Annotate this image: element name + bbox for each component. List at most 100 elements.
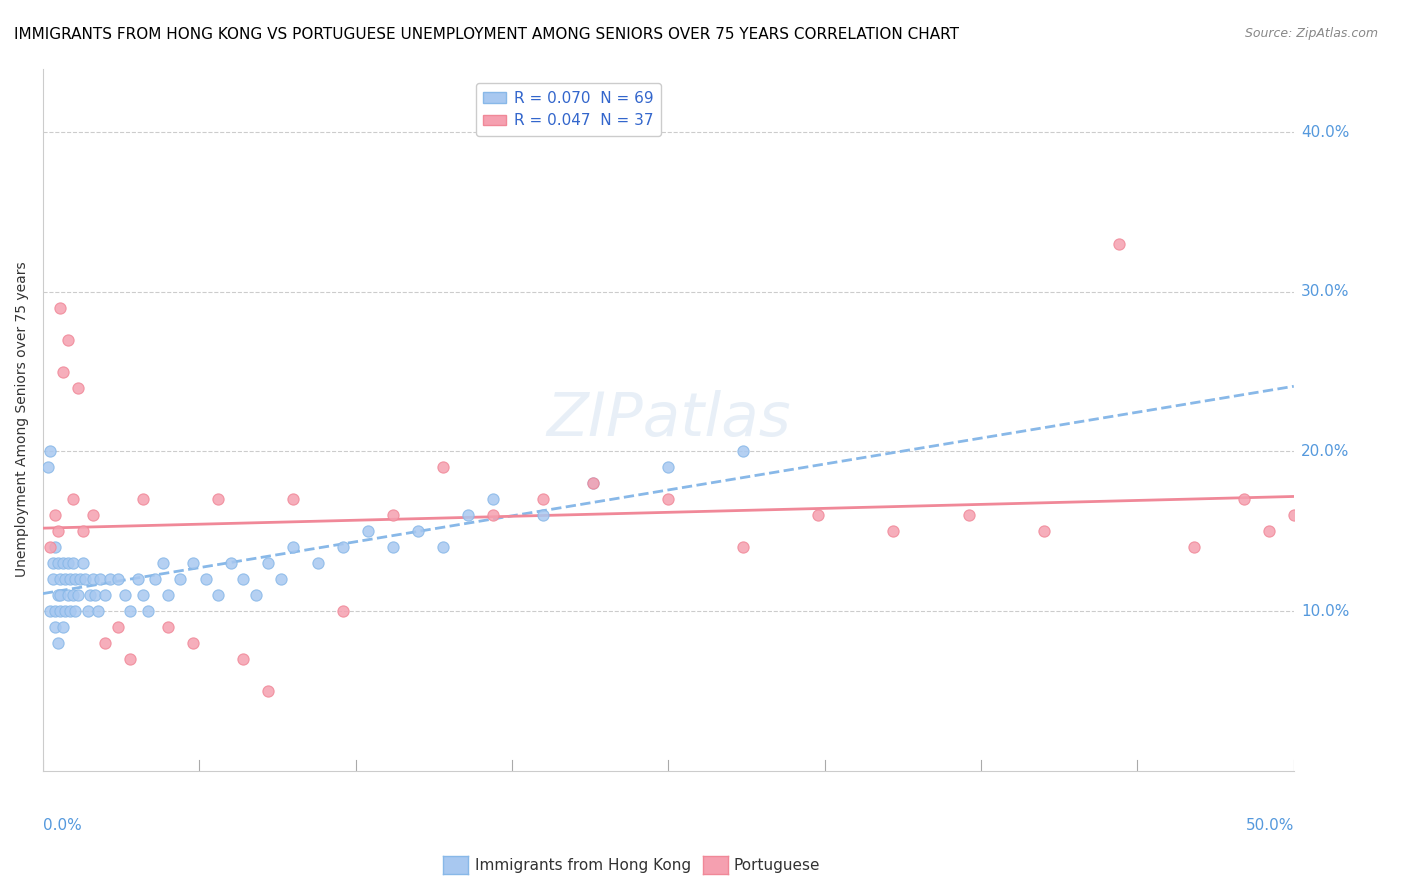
Text: 20.0%: 20.0% [1302, 444, 1350, 459]
Point [1182, 540, 1205, 554]
Point [87, 604, 110, 618]
Point [44, 540, 66, 554]
Point [882, 524, 904, 539]
Point [531, 492, 554, 507]
Point [65, 572, 87, 586]
Point [62, 556, 84, 570]
Legend: R = 0.070  N = 69, R = 0.047  N = 37: R = 0.070 N = 69, R = 0.047 N = 37 [475, 83, 661, 136]
Point [136, 604, 159, 618]
Point [482, 508, 505, 523]
Point [1108, 237, 1130, 252]
Point [232, 572, 254, 586]
Point [1233, 492, 1256, 507]
Point [69, 572, 91, 586]
Point [382, 508, 405, 523]
Point [42, 572, 65, 586]
Point [1282, 508, 1305, 523]
Point [1032, 524, 1054, 539]
Point [382, 540, 405, 554]
Point [89, 572, 111, 586]
Point [657, 460, 679, 475]
Point [132, 492, 155, 507]
Point [100, 572, 122, 586]
Point [66, 588, 89, 602]
Point [62, 588, 84, 602]
Point [107, 572, 129, 586]
Point [39, 604, 62, 618]
Point [332, 604, 354, 618]
Point [72, 556, 94, 570]
Point [46, 556, 69, 570]
Point [657, 492, 679, 507]
Point [62, 492, 84, 507]
Point [39, 540, 62, 554]
Text: ZIPatlas: ZIPatlas [546, 390, 790, 449]
Y-axis label: Unemployment Among Seniors over 75 years: Unemployment Among Seniors over 75 years [15, 261, 30, 577]
Point [42, 556, 65, 570]
Point [152, 556, 174, 570]
Point [56, 556, 79, 570]
Point [281, 492, 304, 507]
Point [281, 540, 304, 554]
Point [733, 444, 755, 458]
Point [84, 588, 107, 602]
Point [357, 524, 380, 539]
Point [156, 588, 179, 602]
Point [44, 620, 66, 634]
Text: 30.0%: 30.0% [1302, 285, 1350, 300]
Point [219, 556, 242, 570]
Point [257, 556, 280, 570]
Point [733, 540, 755, 554]
Point [132, 588, 155, 602]
Text: Portuguese: Portuguese [734, 858, 821, 872]
Point [94, 636, 117, 650]
Point [245, 588, 267, 602]
Point [75, 572, 97, 586]
Point [52, 556, 75, 570]
Text: 10.0%: 10.0% [1302, 604, 1350, 618]
Point [44, 508, 66, 523]
Point [59, 604, 82, 618]
Point [107, 620, 129, 634]
Point [114, 588, 136, 602]
Point [406, 524, 429, 539]
Point [181, 636, 204, 650]
Point [52, 620, 75, 634]
Point [49, 588, 72, 602]
Text: Immigrants from Hong Kong: Immigrants from Hong Kong [475, 858, 692, 872]
Point [207, 492, 229, 507]
Point [66, 381, 89, 395]
Point [181, 556, 204, 570]
Point [49, 301, 72, 315]
Point [332, 540, 354, 554]
Point [1257, 524, 1279, 539]
Point [582, 476, 605, 491]
Point [957, 508, 980, 523]
Point [55, 604, 77, 618]
Point [482, 492, 505, 507]
Point [59, 572, 82, 586]
Text: IMMIGRANTS FROM HONG KONG VS PORTUGUESE UNEMPLOYMENT AMONG SENIORS OVER 75 YEARS: IMMIGRANTS FROM HONG KONG VS PORTUGUESE … [14, 27, 959, 42]
Point [49, 604, 72, 618]
Point [37, 460, 59, 475]
Point [120, 604, 142, 618]
Point [307, 556, 329, 570]
Point [169, 572, 191, 586]
Text: Source: ZipAtlas.com: Source: ZipAtlas.com [1244, 27, 1378, 40]
Point [49, 572, 72, 586]
Text: 50.0%: 50.0% [1246, 819, 1294, 833]
Point [77, 604, 100, 618]
Point [807, 508, 830, 523]
Point [82, 572, 104, 586]
Point [531, 508, 554, 523]
Point [232, 652, 254, 666]
Point [582, 476, 605, 491]
Point [432, 460, 454, 475]
Text: 0.0%: 0.0% [44, 819, 82, 833]
Text: 40.0%: 40.0% [1302, 125, 1350, 140]
Point [72, 524, 94, 539]
Point [44, 604, 66, 618]
Point [55, 572, 77, 586]
Point [46, 588, 69, 602]
Point [56, 588, 79, 602]
